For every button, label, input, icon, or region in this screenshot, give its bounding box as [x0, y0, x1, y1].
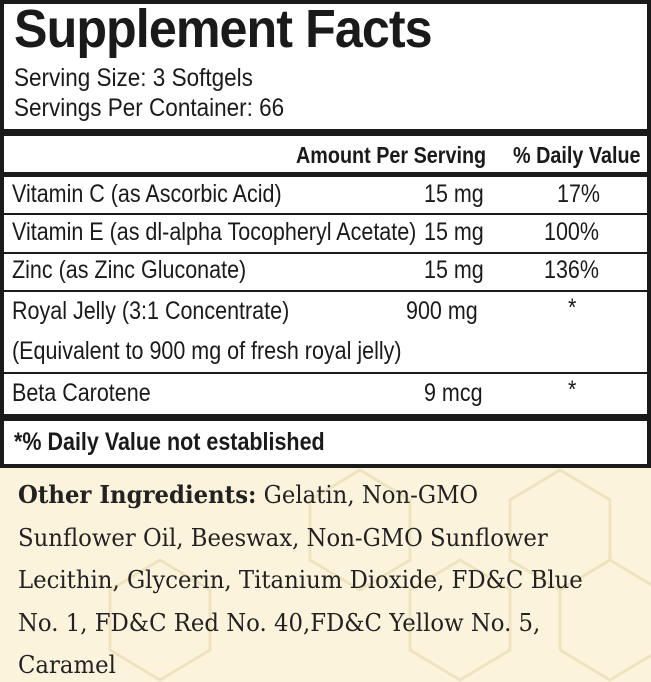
nutrient-label: Zinc (as Zinc Gluconate)	[12, 256, 247, 284]
panel-title: Supplement Facts	[14, 0, 433, 59]
thick-divider	[4, 129, 647, 136]
daily-value-footnote: *% Daily Value not established	[14, 428, 325, 456]
nutrient-daily-value: 17%	[557, 180, 601, 208]
nutrient-amount: 15 mg	[424, 180, 484, 208]
other-ingredients-text: Gelatin, Non-GMO Sunflower Oil, Beeswax,…	[18, 480, 583, 679]
other-ingredients-heading: Other Ingredients:	[18, 480, 257, 509]
serving-size: Serving Size: 3 Softgels	[14, 64, 253, 92]
header-divider	[4, 172, 647, 177]
nutrient-amount: 15 mg	[424, 256, 484, 284]
row-divider	[4, 252, 647, 254]
nutrient-label: Royal Jelly (3:1 Concentrate)	[12, 297, 290, 325]
nutrient-amount: 15 mg	[424, 218, 484, 246]
nutrient-label: Vitamin E (as dl-alpha Tocopheryl Acetat…	[12, 218, 417, 246]
nutrient-label: Vitamin C (as Ascorbic Acid)	[12, 180, 282, 208]
row-divider	[4, 372, 647, 374]
nutrient-daily-value: *	[568, 294, 577, 322]
daily-value-header: % Daily Value	[513, 142, 641, 168]
row-divider	[4, 213, 647, 215]
other-ingredients: Other Ingredients: Gelatin, Non-GMO Sunf…	[18, 474, 595, 682]
thick-divider	[4, 414, 647, 421]
servings-per-container: Servings Per Container: 66	[14, 94, 285, 122]
nutrient-amount: 9 mcg	[424, 379, 483, 407]
amount-per-serving-header: Amount Per Serving	[296, 142, 487, 168]
nutrient-daily-value: 100%	[544, 218, 599, 246]
nutrient-daily-value: *	[568, 376, 577, 404]
supplement-facts-panel: Supplement Facts Serving Size: 3 Softgel…	[0, 0, 651, 468]
row-divider	[4, 290, 647, 292]
nutrient-label-note: (Equivalent to 900 mg of fresh royal jel…	[12, 337, 402, 365]
nutrient-label: Beta Carotene	[12, 379, 151, 407]
nutrient-daily-value: 136%	[544, 256, 599, 284]
nutrient-amount: 900 mg	[406, 297, 478, 325]
